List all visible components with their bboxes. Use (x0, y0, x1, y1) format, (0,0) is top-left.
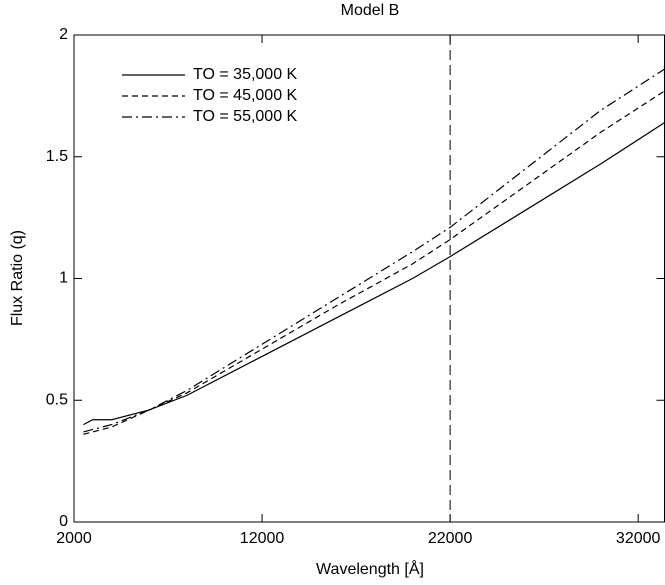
x-tick-label: 22000 (428, 530, 473, 547)
x-tick-label: 12000 (240, 530, 285, 547)
series-line (83, 68, 665, 433)
series-line (83, 90, 665, 435)
y-tick-label: 1.5 (46, 148, 68, 165)
y-tick-label: 1 (59, 270, 68, 287)
y-tick-label: 2 (59, 26, 68, 43)
x-axis-label: Wavelength [Å] (316, 559, 424, 578)
series-line (83, 122, 665, 426)
x-tick-label: 32000 (616, 530, 661, 547)
y-tick-label: 0 (59, 513, 68, 530)
y-tick-label: 0.5 (46, 391, 68, 408)
legend-label: TO = 55,000 K (193, 108, 298, 125)
legend-label: TO = 45,000 K (193, 87, 298, 104)
legend-label: TO = 35,000 K (193, 66, 298, 83)
y-axis-label: Flux Ratio (q) (9, 230, 26, 326)
x-tick-label: 2000 (56, 530, 92, 547)
chart-title: Model B (341, 2, 400, 19)
